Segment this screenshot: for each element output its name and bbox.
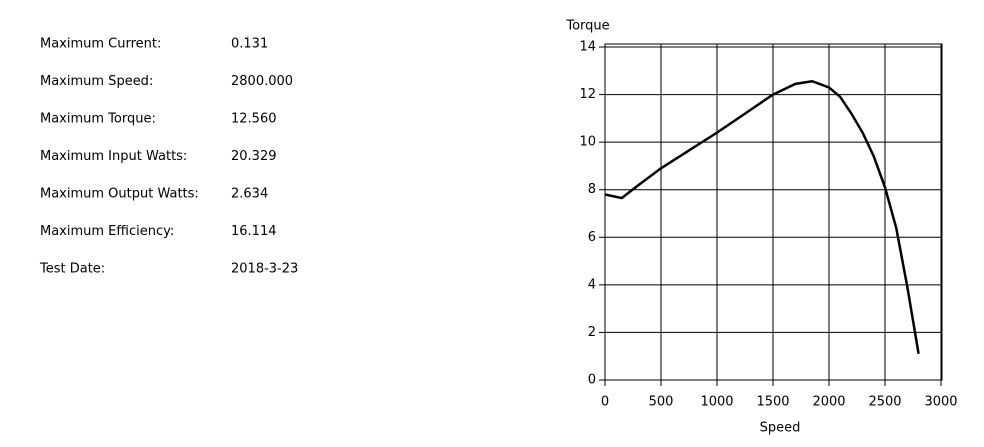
- stat-value: 0.131: [231, 37, 268, 52]
- y-tick-label: 14: [579, 40, 596, 55]
- x-axis-label: Speed: [760, 421, 801, 436]
- stat-value: 2800.000: [231, 74, 293, 89]
- stat-value: 2.634: [231, 187, 268, 202]
- stat-label: Maximum Speed:: [40, 74, 153, 89]
- stat-label: Maximum Input Watts:: [40, 149, 187, 164]
- y-axis-label: Torque: [565, 19, 609, 34]
- y-tick-label: 0: [588, 373, 596, 388]
- y-tick-label: 12: [579, 87, 596, 102]
- x-tick-label: 1500: [756, 395, 789, 410]
- x-tick-label: 0: [601, 395, 609, 410]
- stat-value: 12.560: [231, 112, 277, 127]
- stat-value: 20.329: [231, 149, 277, 164]
- stat-label: Test Date:: [39, 262, 105, 277]
- stat-label: Maximum Output Watts:: [40, 187, 199, 202]
- x-tick-label: 1000: [700, 395, 733, 410]
- y-tick-label: 4: [588, 277, 596, 292]
- y-tick-label: 2: [588, 325, 596, 340]
- stat-value: 16.114: [231, 224, 277, 239]
- stat-value: 2018-3-23: [231, 262, 298, 277]
- stat-label: Maximum Current:: [40, 37, 161, 52]
- stat-label: Maximum Efficiency:: [40, 224, 174, 239]
- y-tick-label: 8: [588, 182, 596, 197]
- x-tick-label: 2000: [812, 395, 845, 410]
- line-series: [604, 80, 920, 355]
- y-tick-label: 6: [588, 230, 596, 245]
- x-tick-label: 3000: [924, 395, 957, 410]
- x-tick-label: 500: [649, 395, 674, 410]
- x-tick-label: 2500: [868, 395, 901, 410]
- y-tick-label: 10: [579, 135, 596, 150]
- stat-label: Maximum Torque:: [40, 112, 156, 127]
